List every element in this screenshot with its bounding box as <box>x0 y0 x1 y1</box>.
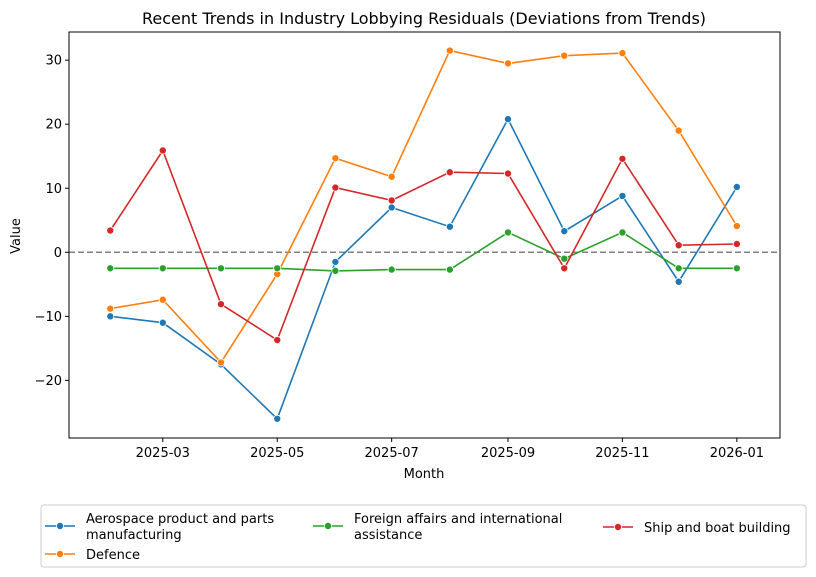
legend-entry-1: Defence <box>45 548 140 563</box>
data-point <box>674 264 683 273</box>
x-tick-label: 2025-07 <box>365 446 419 461</box>
data-point <box>387 203 396 212</box>
data-point <box>216 300 225 309</box>
data-point <box>503 228 512 237</box>
x-tick-label: 2025-05 <box>250 446 304 461</box>
data-point <box>216 264 225 273</box>
data-point <box>106 226 115 235</box>
data-point <box>618 49 627 58</box>
y-tick-label: −10 <box>35 310 62 325</box>
data-point <box>331 266 340 275</box>
data-point <box>674 126 683 135</box>
data-point <box>273 414 282 423</box>
legend-label: assistance <box>354 528 422 543</box>
data-point <box>445 46 454 55</box>
data-point <box>674 241 683 250</box>
x-tick-label: 2025-09 <box>481 446 535 461</box>
legend-swatch-marker <box>56 550 65 559</box>
data-point <box>158 146 167 155</box>
x-axis-label: Month <box>404 467 445 482</box>
data-point <box>732 239 741 248</box>
data-point <box>503 115 512 124</box>
data-point <box>106 312 115 321</box>
legend-entry-2: Foreign affairs and internationalassista… <box>313 512 562 543</box>
data-point <box>618 154 627 163</box>
legend-label: Defence <box>86 548 140 563</box>
series-line-1 <box>110 49 738 364</box>
data-point <box>387 196 396 205</box>
data-point <box>560 227 569 236</box>
data-point <box>445 265 454 274</box>
data-point <box>216 358 225 367</box>
data-point <box>618 228 627 237</box>
data-point <box>618 191 627 200</box>
data-point <box>273 264 282 273</box>
data-point <box>387 265 396 274</box>
legend-swatch-marker <box>614 523 623 532</box>
legend-box <box>40 504 807 568</box>
data-point <box>106 264 115 273</box>
series-line-3 <box>109 148 737 342</box>
legend-label: Ship and boat building <box>644 521 791 536</box>
legend-swatch-marker <box>56 522 65 531</box>
legend-label: manufacturing <box>86 528 182 543</box>
y-tick-label: 10 <box>45 182 62 197</box>
chart-title: Recent Trends in Industry Lobbying Resid… <box>142 9 706 28</box>
data-point <box>674 277 683 286</box>
data-point <box>732 222 741 231</box>
plot-area: −20 −10 0 10 20 30 2025-03 2025-05 2025-07 2025-0… <box>35 31 781 461</box>
data-point <box>445 168 454 177</box>
data-point <box>273 336 282 345</box>
x-tick-label: 2025-03 <box>136 446 190 461</box>
data-point <box>106 304 115 313</box>
data-point <box>158 264 167 273</box>
data-point <box>560 264 569 273</box>
x-tick-label: 2026-01 <box>710 446 764 461</box>
data-point <box>331 183 340 192</box>
series-line-0 <box>110 117 738 421</box>
y-tick-label: 0 <box>54 246 62 261</box>
y-tick-label: 20 <box>45 118 62 133</box>
plot-frame <box>68 31 781 439</box>
data-point <box>503 169 512 178</box>
x-tick-label: 2025-11 <box>595 446 649 461</box>
data-point <box>445 222 454 231</box>
data-point <box>331 154 340 163</box>
data-point <box>387 172 396 181</box>
data-point <box>503 59 512 68</box>
data-point <box>732 182 741 191</box>
legend-label: Foreign affairs and international <box>354 512 562 527</box>
data-point <box>158 295 167 304</box>
data-point <box>560 51 569 60</box>
y-tick-label: −20 <box>35 374 62 389</box>
legend: Aerospace product and partsmanufacturing… <box>40 504 807 568</box>
data-point <box>158 318 167 327</box>
data-point <box>732 264 741 273</box>
legend-label: Aerospace product and parts <box>86 512 274 527</box>
y-tick-label: 30 <box>45 54 62 69</box>
data-point <box>331 257 340 266</box>
data-point <box>560 254 569 263</box>
legend-swatch-marker <box>323 522 332 531</box>
y-axis-label: Value <box>9 218 24 254</box>
legend-entry-3: Ship and boat building <box>603 521 791 536</box>
series-line-2 <box>110 231 737 272</box>
